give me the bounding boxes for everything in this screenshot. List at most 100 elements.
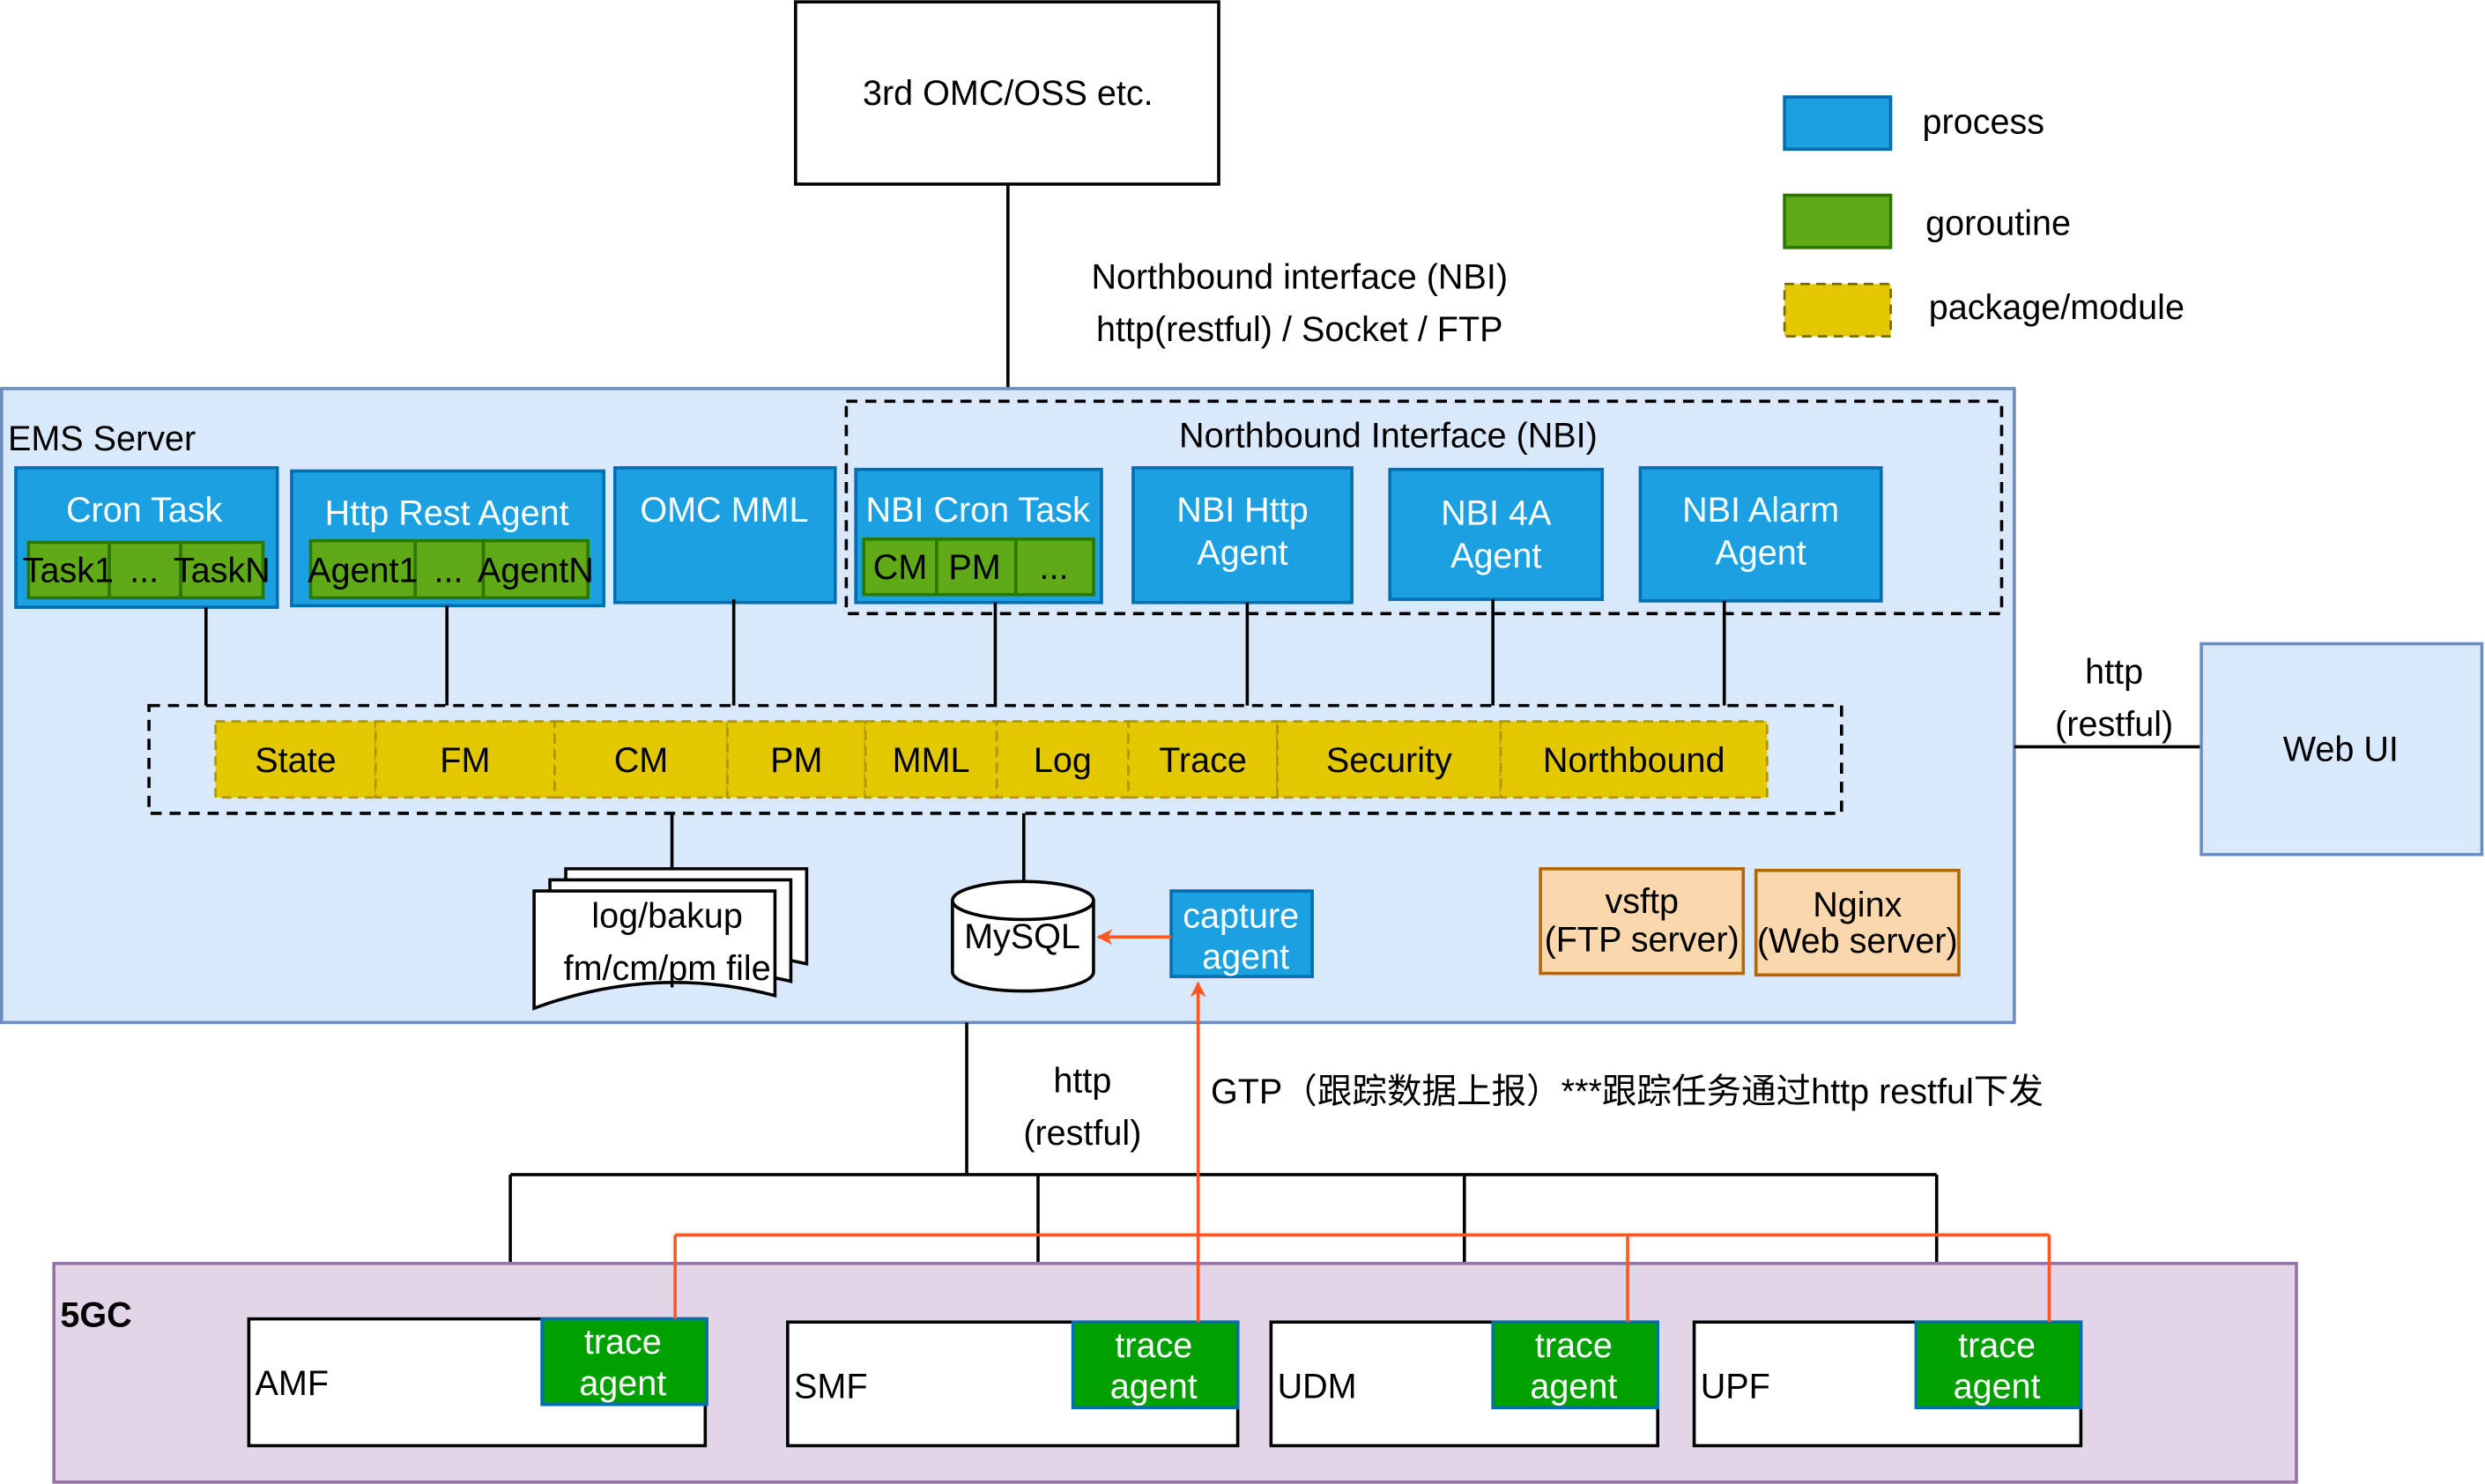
nbi-alarm-agent-process: [1638, 466, 1883, 603]
goroutine-label: CM: [873, 548, 928, 587]
omc-mml-process: [613, 466, 837, 605]
nginx-box: [1754, 868, 1961, 977]
trace-agent: [1071, 1320, 1240, 1410]
module-label: Trace: [1159, 741, 1247, 780]
http-rest-agent-title: Http Rest Agent: [325, 494, 569, 533]
module-security: [1276, 720, 1502, 799]
south-link-label: (restful): [1023, 1114, 1141, 1153]
trace-agent-label: trace: [1535, 1326, 1613, 1365]
nbi-cron-task-title: NBI Cron Task: [866, 491, 1090, 530]
module-cm: [553, 720, 729, 799]
module-label: MML: [893, 741, 970, 780]
module-log: [995, 720, 1130, 799]
module-group: [147, 703, 1843, 815]
legend-process-label: process: [1923, 102, 2044, 141]
vsftp-box: [1539, 867, 1746, 976]
legend-goroutine-swatch: [1783, 193, 1893, 249]
nbi-4a-agent-title: NBI 4A: [1441, 494, 1552, 533]
5gc-title: 5GC: [60, 1296, 131, 1335]
nf-label: SMF: [794, 1368, 867, 1406]
capture-agent-process: [1169, 889, 1314, 978]
module-label: CM: [614, 741, 669, 780]
legend-package-swatch: [1783, 282, 1892, 338]
module-row: State FM CM PM MML Log Trace Security Northbound: [214, 720, 1769, 799]
goroutine-agent1: [308, 538, 417, 600]
capture-agent-title: agent: [1202, 938, 1289, 976]
nbi-4a-agent-title: Agent: [1450, 537, 1541, 575]
nbi-label-2: http(restful) / Socket / FTP: [1096, 310, 1503, 349]
trace-agent-label: agent: [1954, 1368, 2041, 1406]
trace-agent: [1491, 1320, 1659, 1410]
nf-label: AMF: [256, 1364, 329, 1403]
capture-agent-title: capture: [1183, 896, 1299, 935]
module-label: PM: [770, 741, 822, 780]
module-label: FM: [440, 741, 490, 780]
goroutine-label: AgentN: [478, 551, 594, 590]
webui-link-label: (restful): [2055, 705, 2173, 744]
trace-agent-label: agent: [1530, 1368, 1617, 1406]
module-label: Log: [1034, 741, 1092, 780]
module-label: Northbound: [1543, 741, 1725, 780]
legend-process-swatch: [1783, 95, 1893, 152]
south-link-label: http: [1053, 1061, 1111, 1100]
files-document-stack: [532, 867, 809, 1011]
goroutine-label: Task1: [23, 551, 114, 590]
nbi-http-agent-title: NBI Http: [1176, 491, 1308, 530]
files-label: log/bakup: [591, 896, 743, 935]
legend-package-label: package/module: [1929, 288, 2185, 327]
mysql-label: MySQL: [964, 917, 1080, 956]
webui-label: Web UI: [2283, 731, 2399, 769]
goroutine-agentn: [481, 538, 590, 600]
vsftp-label: (FTP server): [1545, 920, 1740, 959]
goroutine-taskn: [179, 540, 265, 600]
nbi-group: [844, 399, 2004, 616]
nbi-4a-agent-process: [1388, 467, 1605, 601]
nbi-alarm-agent-title: NBI Alarm: [1682, 491, 1839, 530]
gtp-label: GTP（跟踪数据上报）***跟踪任务通过http restful下发: [1211, 1072, 2044, 1111]
goroutine-task1: [26, 540, 111, 600]
legend-goroutine-label: goroutine: [1925, 204, 2071, 242]
trace-agent-label: trace: [584, 1323, 662, 1362]
nf-label: UPF: [1701, 1368, 1770, 1406]
goroutine-label: PM: [948, 548, 1000, 587]
webui-box: [2199, 642, 2484, 857]
goroutine-ellipsis: [413, 538, 486, 600]
nbi-label-1: Northbound interface (NBI): [1091, 258, 1508, 297]
trace-lines: [673, 981, 2051, 1323]
nbi-group-title: Northbound Interface (NBI): [1179, 416, 1598, 455]
goroutine-label: ...: [130, 551, 159, 590]
mysql-database-icon: [951, 879, 1095, 993]
webui-link-label: http: [2085, 652, 2143, 691]
module-label: Security: [1326, 741, 1452, 780]
module-pm: [726, 720, 867, 799]
process-module-connectors: [204, 599, 1726, 706]
nbi-http-agent-process: [1131, 466, 1354, 605]
oss-box: [794, 0, 1220, 186]
module-label: State: [255, 741, 336, 780]
trace-agent-label: agent: [1110, 1368, 1198, 1406]
oss-label: 3rd OMC/OSS etc.: [863, 74, 1153, 113]
module-fm: [374, 720, 556, 799]
trace-agent-label: agent: [579, 1364, 666, 1403]
ems-server-title: EMS Server: [8, 419, 196, 458]
goroutine-ellipsis: [1014, 537, 1095, 597]
nbi-http-agent-title: Agent: [1197, 534, 1287, 573]
trace-agent-label: trace: [1115, 1326, 1192, 1365]
goroutine-label: ...: [434, 551, 463, 590]
goroutine-label: Agent1: [308, 551, 418, 590]
goroutine-label: TaskN: [174, 551, 271, 590]
module-trace: [1127, 720, 1279, 799]
module-northbound: [1499, 720, 1769, 799]
omc-mml-title: OMC MML: [640, 491, 808, 530]
nginx-label: Nginx: [1813, 886, 1902, 924]
nbi-alarm-agent-title: Agent: [1715, 534, 1806, 573]
goroutine-label: ...: [1039, 548, 1068, 587]
nf-label: UDM: [1278, 1368, 1357, 1406]
vsftp-label: vsftp: [1605, 882, 1679, 921]
goroutine-pm: [935, 537, 1018, 597]
trace-agent: [1914, 1320, 2083, 1410]
module-state: [214, 720, 377, 799]
nginx-label: (Web server): [1757, 922, 1958, 961]
